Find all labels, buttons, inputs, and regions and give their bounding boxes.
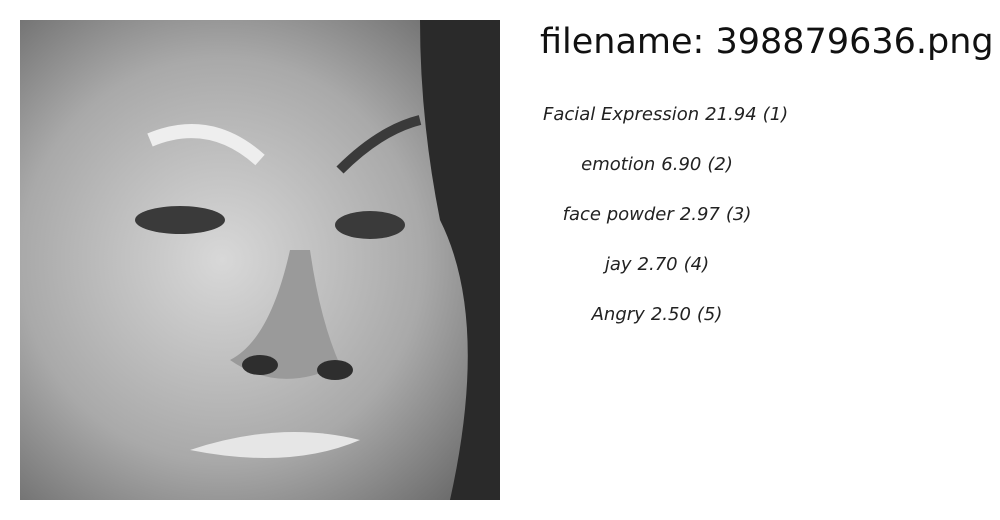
prediction-list: Facial Expression 21.94 (1) emotion 6.90 (2) f… <box>540 102 788 352</box>
prediction-row: face powder 2.97 (3) <box>540 202 774 252</box>
prediction-score: 6.90 <box>661 154 702 175</box>
prediction-label: Angry <box>591 304 645 325</box>
prediction-label: emotion <box>581 154 656 175</box>
prediction-rank: (5) <box>696 304 723 325</box>
prediction-row: Angry 2.50 (5) <box>540 302 774 352</box>
prediction-label: face powder <box>562 204 674 225</box>
prediction-label: jay <box>604 254 632 275</box>
prediction-score: 2.50 <box>650 304 691 325</box>
prediction-score: 2.70 <box>637 254 678 275</box>
prediction-row: jay 2.70 (4) <box>540 252 774 302</box>
filename-title: filename: 398879636.png <box>540 22 994 62</box>
prediction-rank: (1) <box>762 104 789 125</box>
prediction-score: 21.94 <box>705 104 757 125</box>
prediction-row: emotion 6.90 (2) <box>540 152 774 202</box>
prediction-rank: (2) <box>707 154 733 175</box>
prediction-row: Facial Expression 21.94 (1) <box>540 102 788 152</box>
photo <box>20 20 500 500</box>
prediction-rank: (3) <box>725 204 752 225</box>
prediction-rank: (4) <box>683 254 710 275</box>
prediction-score: 2.97 <box>679 204 720 225</box>
prediction-label: Facial Expression <box>543 104 700 125</box>
